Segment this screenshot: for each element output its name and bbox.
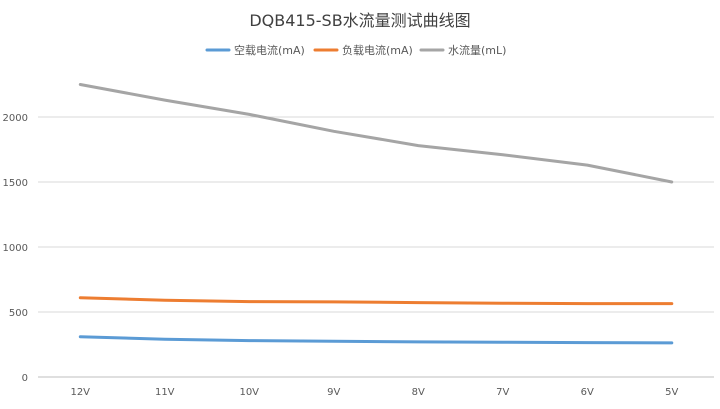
y-tick-label: 1500 — [3, 178, 28, 189]
legend-label-2: 水流量(mL) — [448, 43, 506, 57]
x-tick-label: 5V — [665, 387, 678, 398]
x-tick-label: 11V — [155, 387, 175, 398]
legend-label-0: 空载电流(mA) — [234, 43, 305, 57]
y-tick-label: 0 — [22, 373, 28, 384]
x-tick-label: 12V — [70, 387, 90, 398]
series-line-2 — [78, 83, 674, 184]
chart-title: DQB415-SB水流量测试曲线图 — [249, 11, 470, 30]
x-tick-label: 8V — [412, 387, 425, 398]
y-tick-label: 1000 — [3, 243, 28, 254]
series-lines — [78, 83, 674, 345]
series-line-0 — [78, 335, 674, 345]
gridlines — [38, 116, 714, 378]
y-tick-label: 500 — [9, 308, 28, 319]
x-axis-tick-labels: 12V 11V 10V 9V 8V 7V 6V 5V — [70, 387, 678, 398]
y-axis-tick-labels: 0 500 1000 1500 2000 — [3, 113, 28, 384]
series-line-1 — [78, 296, 674, 306]
x-tick-label: 6V — [581, 387, 594, 398]
x-tick-label: 7V — [496, 387, 509, 398]
x-tick-label: 10V — [239, 387, 259, 398]
legend-label-1: 负载电流(mA) — [342, 43, 413, 57]
legend: 空载电流(mA) 负载电流(mA) 水流量(mL) — [205, 43, 506, 57]
y-tick-label: 2000 — [3, 113, 28, 124]
x-tick-label: 9V — [327, 387, 340, 398]
